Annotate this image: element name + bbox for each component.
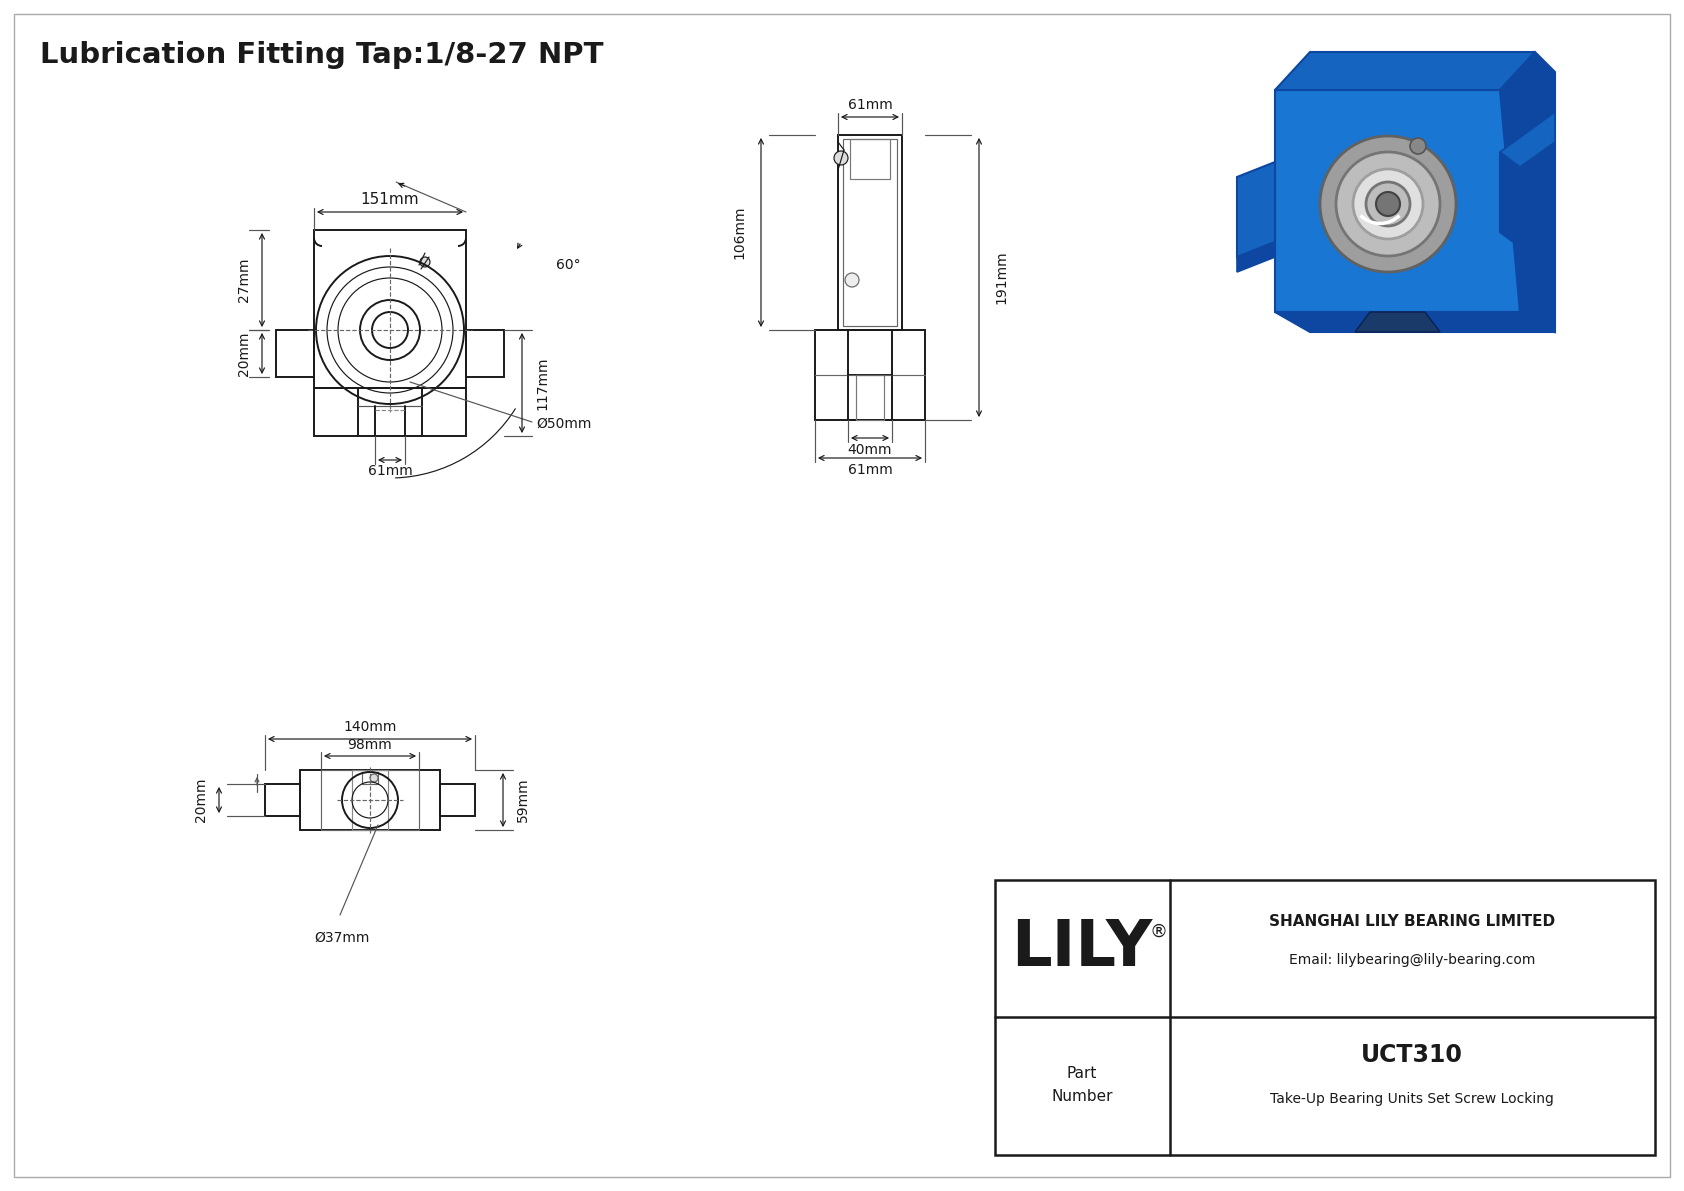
Text: 59mm: 59mm (515, 778, 530, 822)
Bar (313, 388, 466, 436)
Bar (362, 772, 377, 784)
Bar (849, 375, 893, 420)
Circle shape (419, 257, 429, 267)
Text: ®: ® (1148, 923, 1167, 941)
Text: Lubrication Fitting Tap:1/8-27 NPT: Lubrication Fitting Tap:1/8-27 NPT (40, 40, 603, 69)
Circle shape (1352, 169, 1423, 239)
Text: 191mm: 191mm (994, 250, 1009, 305)
Bar (839, 135, 903, 330)
Text: 61mm: 61mm (367, 464, 413, 478)
Circle shape (1320, 136, 1457, 272)
Text: 27mm: 27mm (237, 257, 251, 303)
Circle shape (1366, 182, 1410, 226)
Polygon shape (1500, 52, 1554, 332)
Bar (855, 375, 884, 420)
Text: 117mm: 117mm (536, 356, 549, 410)
Text: Take-Up Bearing Units Set Screw Locking: Take-Up Bearing Units Set Screw Locking (1270, 1092, 1554, 1106)
Text: 140mm: 140mm (344, 721, 397, 734)
Bar (466, 330, 504, 378)
Bar (844, 139, 898, 326)
Polygon shape (1275, 52, 1536, 91)
Bar (322, 771, 419, 830)
Bar (313, 230, 466, 388)
Text: 60°: 60° (556, 258, 581, 272)
Polygon shape (1275, 312, 1554, 332)
Circle shape (1410, 138, 1426, 154)
Text: 106mm: 106mm (733, 206, 746, 260)
Circle shape (1376, 192, 1399, 216)
Polygon shape (1500, 152, 1521, 247)
Text: 61mm: 61mm (847, 463, 893, 478)
Text: SHANGHAI LILY BEARING LIMITED: SHANGHAI LILY BEARING LIMITED (1270, 915, 1554, 929)
Circle shape (834, 151, 849, 166)
Bar (276, 330, 313, 378)
Text: Ø37mm: Ø37mm (315, 931, 370, 944)
Circle shape (845, 273, 859, 287)
Text: Ø50mm: Ø50mm (536, 417, 591, 431)
Polygon shape (1238, 242, 1275, 272)
Bar (300, 771, 440, 830)
Circle shape (1335, 152, 1440, 256)
Bar (264, 784, 300, 816)
Bar (815, 330, 925, 420)
Text: LILY: LILY (1012, 917, 1152, 979)
Text: 20mm: 20mm (237, 331, 251, 375)
Text: Email: lilybearing@lily-bearing.com: Email: lilybearing@lily-bearing.com (1288, 953, 1536, 967)
Bar (850, 139, 891, 179)
Text: 151mm: 151mm (360, 193, 419, 207)
Text: 61mm: 61mm (847, 98, 893, 112)
Text: UCT310: UCT310 (1361, 1043, 1463, 1067)
Bar (995, 880, 1655, 1155)
Polygon shape (1275, 91, 1521, 312)
Polygon shape (1238, 162, 1275, 257)
Polygon shape (1500, 112, 1554, 167)
Polygon shape (1356, 312, 1440, 332)
Text: 20mm: 20mm (194, 778, 209, 822)
Bar (352, 771, 387, 830)
Bar (440, 784, 475, 816)
Text: 40mm: 40mm (847, 443, 893, 457)
Text: Part
Number: Part Number (1051, 1066, 1113, 1104)
Circle shape (370, 774, 377, 782)
Text: 98mm: 98mm (347, 738, 392, 752)
